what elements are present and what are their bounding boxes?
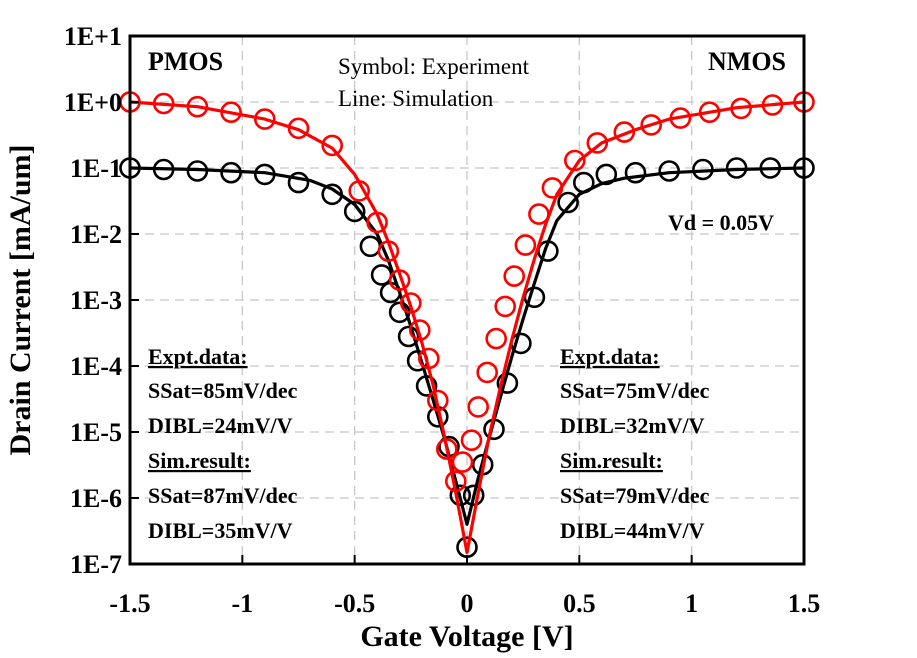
- nmos-label: NMOS: [708, 47, 786, 76]
- nmos-sim-ss: SSat=79mV/dec: [560, 483, 710, 508]
- simulation-line: [129, 100, 805, 554]
- experiment-point: [514, 234, 537, 256]
- experiment-point: [321, 134, 344, 157]
- y-tick-label: 1E-1: [70, 154, 122, 183]
- experiment-point: [253, 108, 276, 130]
- pmos-expt-dibl: DIBL=24mV/V: [148, 413, 293, 438]
- x-tick-label: 1.5: [788, 589, 821, 618]
- experiment-point: [451, 451, 474, 473]
- x-tick-label: -1: [231, 589, 253, 618]
- y-tick-label: 1E-5: [70, 418, 122, 447]
- y-tick-label: 1E-4: [70, 352, 122, 381]
- nmos-expt-title: Expt.data:: [560, 344, 660, 369]
- experiment-point: [640, 114, 663, 136]
- experiment-point: [370, 264, 393, 286]
- pmos-expt-title: Expt.data:: [148, 344, 248, 369]
- y-tick-label: 1E+1: [64, 22, 122, 51]
- y-tick-label: 1E-3: [70, 286, 122, 315]
- experiment-point: [613, 121, 636, 143]
- experiment-point: [462, 484, 485, 507]
- pmos-sim-title: Sim.result:: [148, 448, 251, 473]
- pmos-label: PMOS: [148, 47, 223, 76]
- ticks: 1E-7 1E-6 1E-5 1E-4 1E-3 1E-2 1E-1 1E+0 1E+1 -1.5…: [64, 22, 820, 618]
- x-tick-label: 0: [461, 589, 474, 618]
- experiment-point: [435, 438, 458, 460]
- series-layer: [119, 91, 815, 559]
- x-tick-label: -1.5: [109, 589, 150, 618]
- series-1: [129, 166, 805, 526]
- experiment-point: [503, 265, 526, 287]
- experiment-point: [467, 396, 490, 418]
- y-tick-label: 1E+0: [64, 88, 122, 117]
- grid: [130, 36, 804, 564]
- experiment-point: [343, 200, 366, 223]
- pmos-expt-ss: SSat=85mV/dec: [148, 378, 298, 403]
- pmos-sim-dibl: DIBL=35mV/V: [148, 518, 293, 543]
- nmos-expt-ss: SSat=75mV/dec: [560, 378, 710, 403]
- experiment-point: [624, 161, 647, 184]
- nmos-sim-dibl: DIBL=44mV/V: [560, 518, 705, 543]
- y-tick-label: 1E-7: [70, 550, 122, 579]
- experiment-point: [476, 361, 499, 384]
- experiment-point: [460, 429, 483, 452]
- x-tick-label: 0.5: [563, 589, 596, 618]
- series-2: [119, 91, 815, 493]
- series-3: [129, 100, 805, 554]
- symbol-legend: Symbol: Experiment: [338, 54, 530, 79]
- pmos-sim-ss: SSat=87mV/dec: [148, 483, 298, 508]
- y-tick-label: 1E-6: [70, 484, 122, 513]
- x-axis-title: Gate Voltage [V]: [360, 620, 573, 653]
- experiment-point: [287, 171, 310, 194]
- x-tick-label: 1: [685, 589, 698, 618]
- nmos-expt-dibl: DIBL=32mV/V: [560, 413, 705, 438]
- experiment-point: [586, 132, 609, 154]
- vd-label: Vd = 0.05V: [668, 210, 774, 235]
- experiment-point: [399, 292, 422, 314]
- simulation-line: [129, 166, 805, 526]
- nmos-sim-title: Sim.result:: [560, 448, 663, 473]
- experiment-point: [541, 177, 564, 199]
- experiment-point: [557, 191, 579, 214]
- experiment-point: [359, 235, 382, 258]
- experiment-point: [397, 325, 420, 348]
- line-legend: Line: Simulation: [338, 86, 494, 111]
- experiment-point: [485, 327, 508, 350]
- y-tick-label: 1E-2: [70, 220, 122, 249]
- x-tick-label: -0.5: [334, 589, 375, 618]
- y-axis-title: Drain Current [mA/um]: [4, 144, 37, 455]
- experiment-point: [494, 295, 517, 318]
